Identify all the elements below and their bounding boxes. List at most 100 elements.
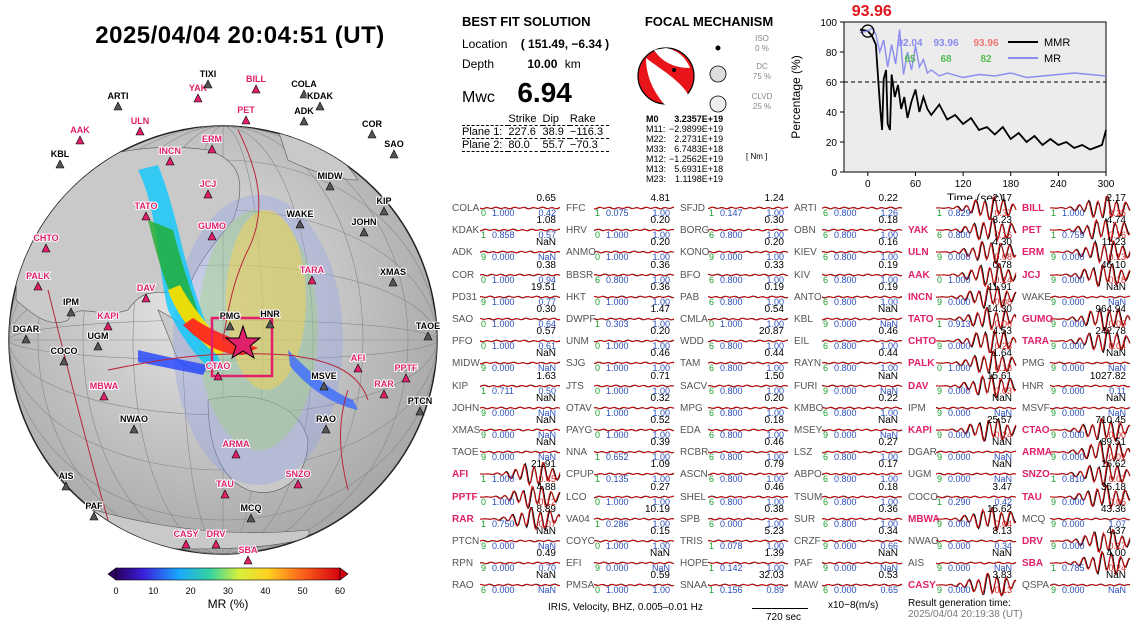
best-fit-solution: BEST FIT SOLUTION Location ( 151.49, −6.… bbox=[462, 14, 632, 194]
max-amplitude: NaN bbox=[877, 370, 898, 382]
max-amplitude: NaN bbox=[649, 548, 670, 560]
weight-code: 6 bbox=[823, 585, 829, 596]
station-code: ULN bbox=[908, 247, 929, 259]
station-code: UNM bbox=[566, 336, 589, 348]
variance-reduction: 0.800 bbox=[834, 274, 857, 285]
station-mr: 0.08 bbox=[994, 252, 1012, 263]
variance-reduction: 1.000 bbox=[720, 319, 743, 329]
weight-code: 0 bbox=[481, 341, 487, 352]
trace-svg bbox=[1050, 196, 1131, 219]
max-amplitude: 0.20 bbox=[764, 392, 784, 404]
station-mr: 1.00 bbox=[652, 252, 670, 263]
variance-reduction: 0.000 bbox=[1062, 430, 1085, 440]
station-label: DGAR bbox=[13, 324, 40, 334]
station-mr: 0.37 bbox=[994, 208, 1012, 218]
station-code: PAF bbox=[794, 558, 813, 570]
weight-code: 9 bbox=[1051, 252, 1057, 263]
station-code: KIV bbox=[794, 269, 811, 281]
station-mr: 1.00 bbox=[652, 341, 670, 352]
station-trace: KIP 1.63 1 0.711 0.50 bbox=[448, 371, 562, 399]
variance-reduction: 0.078 bbox=[720, 541, 743, 551]
station-code: CTAO bbox=[1022, 425, 1050, 436]
weight-code: 6 bbox=[823, 296, 829, 307]
trace-svg bbox=[594, 406, 675, 410]
max-amplitude: 0.20 bbox=[764, 237, 784, 249]
station-code: ADK bbox=[452, 247, 473, 259]
station-triangle-icon bbox=[389, 149, 399, 159]
station-code: SNAA bbox=[680, 580, 708, 592]
max-amplitude: 0.36 bbox=[650, 259, 670, 271]
station-trace: IPM NaN 9 0.000 NaN bbox=[904, 393, 1018, 421]
variance-reduction: 0.000 bbox=[492, 452, 515, 463]
station-label: JCJ bbox=[200, 179, 217, 189]
station-mr: 1.00 bbox=[766, 541, 784, 551]
variance-reduction: 0.000 bbox=[492, 363, 515, 374]
colorbar-label: MR (%) bbox=[208, 597, 249, 611]
variance-reduction: 0.800 bbox=[834, 363, 857, 374]
trace-svg bbox=[822, 406, 903, 410]
station-mr: 0.45 bbox=[538, 474, 556, 485]
scale-amplitude: x10−8(m/s) bbox=[828, 600, 879, 611]
station-label: KBL bbox=[51, 149, 70, 159]
mr-annotation: 93.96 bbox=[973, 38, 998, 49]
weight-code: 0 bbox=[937, 274, 943, 285]
variance-reduction: 0.000 bbox=[834, 385, 857, 396]
station-code: HOPE bbox=[680, 558, 709, 570]
station-trace: SPB 0.38 6 0.000 1.00 bbox=[676, 504, 790, 532]
station-code: YAK bbox=[908, 225, 929, 237]
station-triangle-icon bbox=[113, 101, 123, 111]
variance-reduction: 0.000 bbox=[492, 563, 515, 574]
station-label: IPM bbox=[63, 297, 79, 307]
trace-svg bbox=[1050, 308, 1131, 331]
trace-svg bbox=[594, 561, 675, 565]
iso-value: 0 % bbox=[755, 44, 769, 53]
variance-reduction: 1.000 bbox=[606, 296, 629, 307]
station-triangle-icon bbox=[207, 231, 217, 241]
trace-svg bbox=[480, 206, 561, 210]
trace-svg bbox=[1050, 218, 1131, 243]
y-tick-label: 0 bbox=[831, 168, 837, 179]
weight-code: 9 bbox=[937, 341, 943, 352]
station-label: ARTI bbox=[108, 91, 129, 101]
tensor-value: 5.6931E+18 bbox=[674, 164, 724, 174]
station-code: KDAK bbox=[452, 225, 480, 237]
variance-reduction: 0.800 bbox=[834, 230, 857, 241]
station-code: KIP bbox=[452, 380, 469, 392]
trace-svg bbox=[822, 450, 903, 454]
station-trace: TSUM 0.18 6 0.800 1.00 bbox=[790, 482, 904, 510]
trace-svg bbox=[936, 418, 1017, 442]
station-code: INCN bbox=[908, 291, 933, 303]
variance-reduction: 0.800 bbox=[720, 296, 743, 307]
station-mr: 1.00 bbox=[766, 363, 784, 374]
station-label: TARA bbox=[300, 265, 325, 275]
trace-svg bbox=[480, 450, 561, 454]
station-trace: ARMA 89.51 9 0.000 0.01 bbox=[1018, 437, 1132, 465]
weight-code: 6 bbox=[823, 208, 829, 218]
weight-code: 0 bbox=[481, 319, 487, 329]
station-triangle-icon bbox=[321, 424, 331, 434]
station-trace: MCQ 43.36 9 0.000 1.07 bbox=[1018, 504, 1132, 532]
trace-svg bbox=[594, 250, 675, 254]
variance-reduction: 0.000 bbox=[1062, 452, 1085, 463]
station-trace: PFO 0.57 0 1.000 0.61 bbox=[448, 326, 562, 354]
trace-svg bbox=[594, 295, 675, 299]
variance-reduction: 1.000 bbox=[606, 363, 629, 374]
station-code: RAR bbox=[452, 513, 474, 525]
weight-code: 0 bbox=[595, 252, 601, 263]
variance-reduction: 0.652 bbox=[606, 452, 629, 463]
station-trace: MIDW NaN 9 0.000 NaN bbox=[448, 348, 562, 376]
station-mr: 0.13 bbox=[994, 585, 1012, 596]
station-triangle-icon bbox=[193, 93, 203, 103]
station-triangle-icon bbox=[319, 381, 329, 391]
station-code: PAB bbox=[680, 291, 700, 303]
weight-code: 9 bbox=[709, 252, 715, 263]
weight-code: 0 bbox=[595, 407, 601, 418]
variance-reduction: 0.800 bbox=[720, 230, 743, 241]
max-amplitude: 0.46 bbox=[764, 481, 784, 493]
station-trace: SBA 4.00 1 0.785 0.24 bbox=[1018, 548, 1132, 576]
clvd-ball-icon bbox=[709, 95, 727, 113]
weight-code: 0 bbox=[481, 208, 487, 218]
max-amplitude: 15.62 bbox=[986, 503, 1012, 515]
weight-code: 0 bbox=[595, 230, 601, 241]
station-label: SAO bbox=[384, 139, 404, 149]
